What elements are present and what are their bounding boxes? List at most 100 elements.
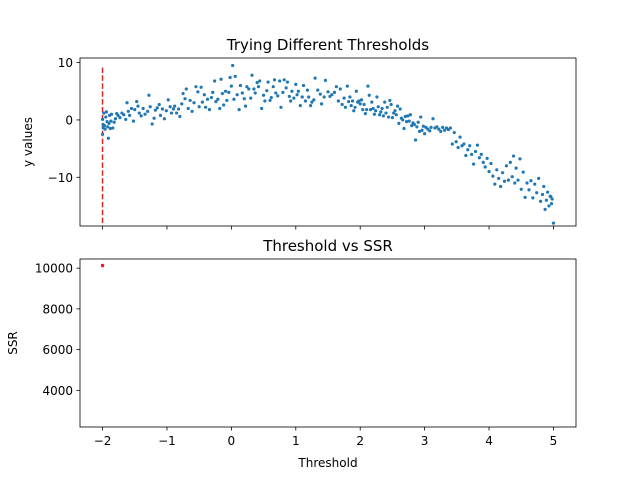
data-point xyxy=(428,129,432,133)
data-point xyxy=(336,99,340,103)
data-point xyxy=(529,179,533,183)
data-point xyxy=(294,82,298,86)
data-point xyxy=(282,78,286,82)
data-point xyxy=(166,98,170,102)
data-point xyxy=(292,96,296,100)
data-point xyxy=(260,106,264,111)
data-point xyxy=(442,128,447,132)
data-point xyxy=(204,105,208,109)
ssr-point xyxy=(100,263,105,268)
data-point xyxy=(183,97,187,101)
data-point xyxy=(342,96,346,100)
data-point xyxy=(232,97,236,101)
data-point xyxy=(129,106,134,111)
data-point xyxy=(543,207,547,211)
data-point xyxy=(222,103,226,107)
data-point xyxy=(289,99,293,103)
data-point xyxy=(340,102,344,107)
data-point xyxy=(274,91,278,95)
data-point xyxy=(354,89,358,93)
data-point xyxy=(357,99,361,103)
data-point xyxy=(423,132,427,136)
data-point xyxy=(266,80,270,84)
y-tick-label: 6000 xyxy=(42,343,73,357)
chart-title: Trying Different Thresholds xyxy=(226,36,429,54)
data-point xyxy=(491,174,495,178)
data-point xyxy=(377,113,382,117)
data-point xyxy=(456,145,460,150)
data-point xyxy=(249,96,253,100)
data-point xyxy=(365,108,369,112)
data-point xyxy=(402,126,406,131)
chart-thresholds: 10 0 −10 Trying Different Thresholds y value… xyxy=(21,36,577,230)
data-point xyxy=(316,88,320,92)
data-point xyxy=(415,125,419,129)
data-point xyxy=(332,90,337,94)
data-point xyxy=(359,98,364,102)
data-point xyxy=(538,199,543,203)
plot-frame xyxy=(79,258,577,428)
data-point xyxy=(271,85,275,89)
data-point xyxy=(416,120,420,124)
data-point xyxy=(485,156,489,160)
data-point xyxy=(307,95,311,99)
data-point xyxy=(521,170,525,174)
data-point xyxy=(112,120,116,124)
data-point xyxy=(225,98,229,103)
data-point xyxy=(209,95,214,100)
y-axis-label: SSR xyxy=(6,331,20,355)
x-tick-label: −1 xyxy=(158,434,176,448)
data-point xyxy=(523,195,527,199)
data-point xyxy=(471,162,476,166)
data-point xyxy=(487,169,491,174)
data-point xyxy=(542,184,546,189)
data-point xyxy=(493,182,497,186)
data-point xyxy=(300,95,304,99)
data-point xyxy=(175,111,179,115)
data-point xyxy=(452,130,456,135)
data-point xyxy=(466,148,470,152)
data-point xyxy=(176,107,181,111)
data-point xyxy=(537,176,541,181)
data-point xyxy=(281,90,285,94)
data-point xyxy=(338,87,342,91)
data-point xyxy=(102,124,107,128)
data-point xyxy=(310,100,314,104)
data-point xyxy=(243,104,248,108)
data-point xyxy=(100,132,105,136)
data-point xyxy=(256,85,261,89)
data-point xyxy=(395,104,400,108)
data-point xyxy=(370,100,374,104)
data-point xyxy=(199,85,203,89)
data-point xyxy=(421,124,425,128)
data-point xyxy=(272,78,277,82)
data-point xyxy=(361,108,365,112)
data-point xyxy=(502,179,507,183)
y-tick-label: −10 xyxy=(48,171,73,185)
data-point xyxy=(263,99,267,103)
x-tick-label: 5 xyxy=(550,434,558,448)
data-point xyxy=(100,117,105,121)
data-point xyxy=(301,83,306,88)
data-point xyxy=(519,187,523,191)
data-point xyxy=(410,124,414,128)
data-point xyxy=(403,114,407,119)
y-tick-label: 0 xyxy=(65,113,73,127)
y-tick-label: 10000 xyxy=(35,262,73,276)
data-point xyxy=(173,104,177,108)
data-point xyxy=(143,112,147,116)
data-point xyxy=(162,117,166,121)
data-point xyxy=(213,79,217,83)
data-point xyxy=(104,110,109,114)
data-point xyxy=(255,81,259,85)
data-point xyxy=(347,99,351,104)
data-point xyxy=(303,99,308,103)
data-point xyxy=(504,164,509,168)
data-point xyxy=(158,113,163,117)
data-point xyxy=(468,144,472,148)
data-point xyxy=(126,109,130,113)
data-point xyxy=(454,140,458,144)
data-point xyxy=(372,112,376,116)
data-point xyxy=(516,178,520,182)
